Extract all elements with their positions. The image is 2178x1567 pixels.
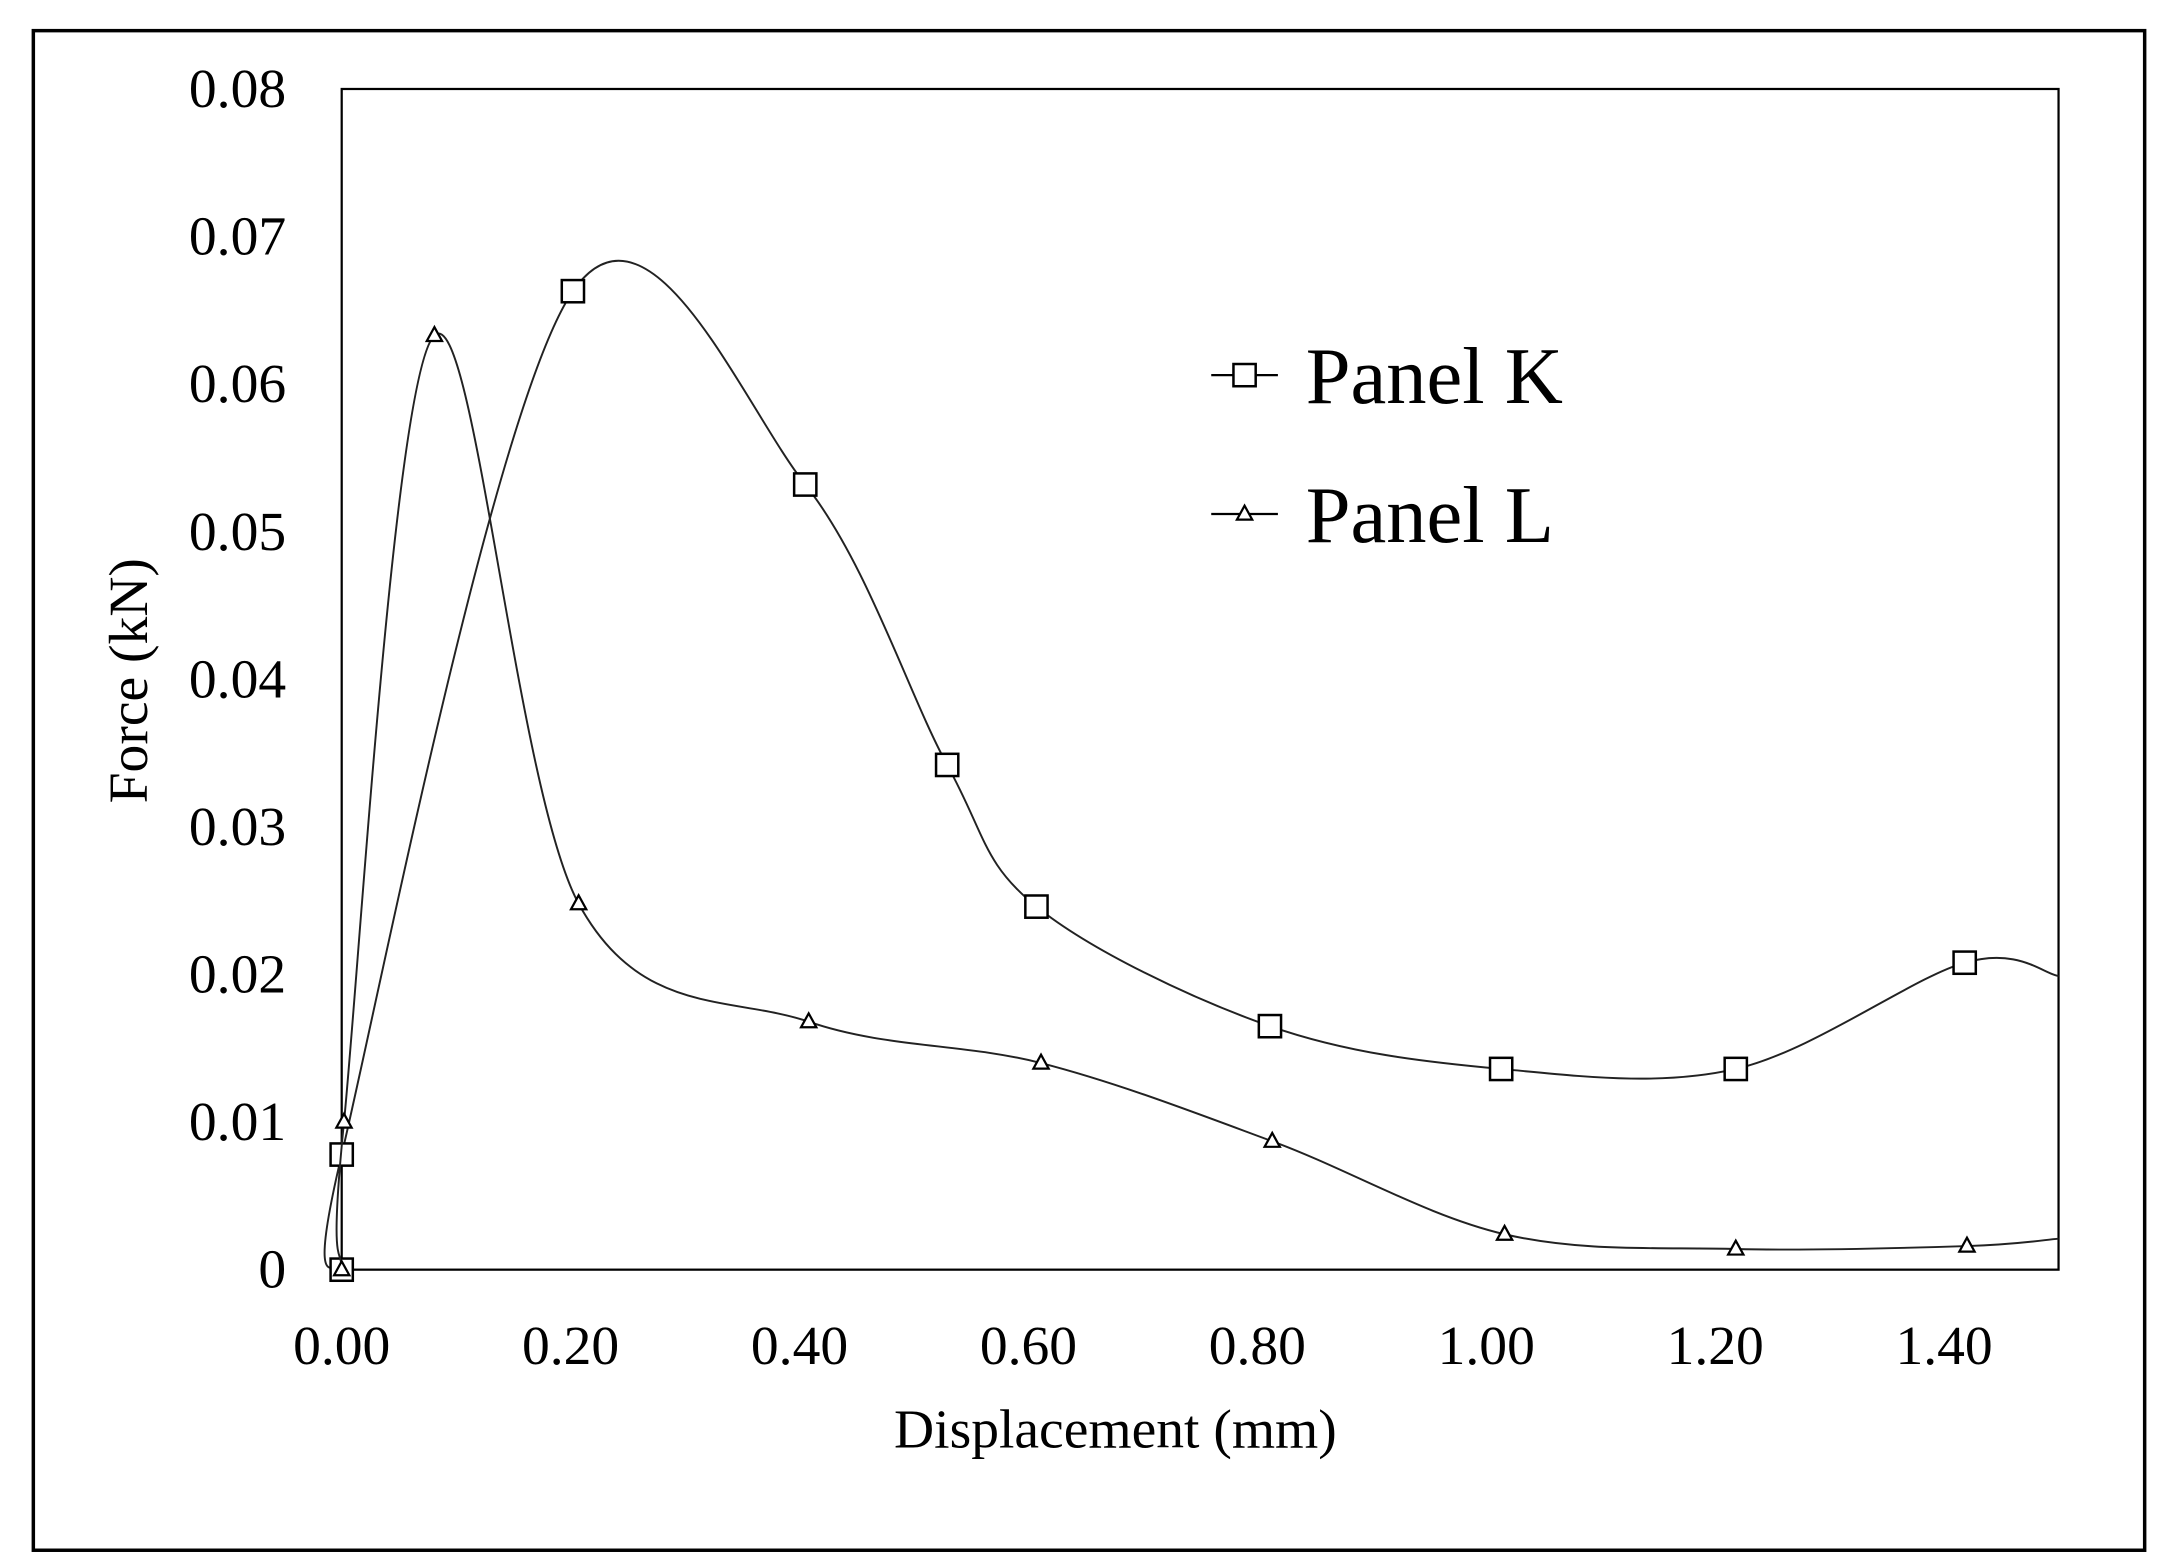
outer-frame [31, 28, 2147, 1552]
y-tick-label: 0.01 [189, 1091, 286, 1153]
y-tick-label: 0 [258, 1239, 286, 1301]
legend-item: Panel L [1211, 471, 1554, 560]
triangle-marker [569, 893, 589, 911]
x-tick-label: 0.80 [1209, 1315, 1306, 1377]
y-tick-label: 0.02 [189, 944, 286, 1006]
y-tick-label: 0.04 [189, 648, 286, 710]
triangle-marker [1495, 1223, 1515, 1241]
legend-item: Panel K [1211, 332, 1563, 421]
triangle-marker [1726, 1238, 1746, 1256]
y-axis-label: Force (kN) [98, 558, 160, 803]
x-axis-label: Displacement (mm) [894, 1398, 1337, 1460]
triangle-marker [1031, 1052, 1051, 1070]
series-panel-k [323, 259, 2059, 1283]
triangle-marker [799, 1011, 819, 1029]
series-line [335, 332, 2059, 1270]
square-marker [1723, 1056, 1749, 1082]
legend-label: Panel L [1306, 471, 1554, 560]
x-tick-label: 1.00 [1438, 1315, 1535, 1377]
y-tick-label: 0.03 [189, 796, 286, 858]
legend-square-marker-icon [1232, 362, 1257, 388]
y-tick-label: 0.08 [189, 58, 286, 120]
square-marker [560, 278, 586, 304]
legend-triangle-marker-icon [1235, 503, 1255, 521]
x-tick-label: 0.20 [522, 1315, 619, 1377]
square-marker [934, 752, 960, 778]
triangle-marker [1262, 1130, 1282, 1148]
y-tick-label: 0.06 [189, 353, 286, 415]
triangle-marker [1957, 1235, 1977, 1253]
plot-area [340, 87, 2060, 1271]
y-tick-label: 0.07 [189, 206, 286, 268]
series-panel-l [332, 324, 2059, 1277]
square-marker [792, 472, 818, 497]
triangle-marker [332, 1259, 352, 1277]
x-tick-label: 1.40 [1895, 1315, 1992, 1377]
legend: Panel K Panel L [1211, 332, 1563, 560]
triangle-marker [334, 1111, 354, 1129]
x-tick-label: 1.20 [1667, 1315, 1764, 1377]
square-marker [1024, 894, 1049, 919]
square-marker [1952, 950, 1978, 976]
legend-label: Panel K [1306, 332, 1563, 421]
x-tick-label: 0.00 [293, 1315, 390, 1377]
x-tick-label: 0.40 [751, 1315, 848, 1377]
square-marker [1488, 1056, 1514, 1082]
square-marker [1257, 1013, 1283, 1039]
triangle-marker [424, 324, 444, 343]
x-tick-label: 0.60 [980, 1315, 1077, 1377]
y-tick-label: 0.05 [189, 501, 286, 563]
